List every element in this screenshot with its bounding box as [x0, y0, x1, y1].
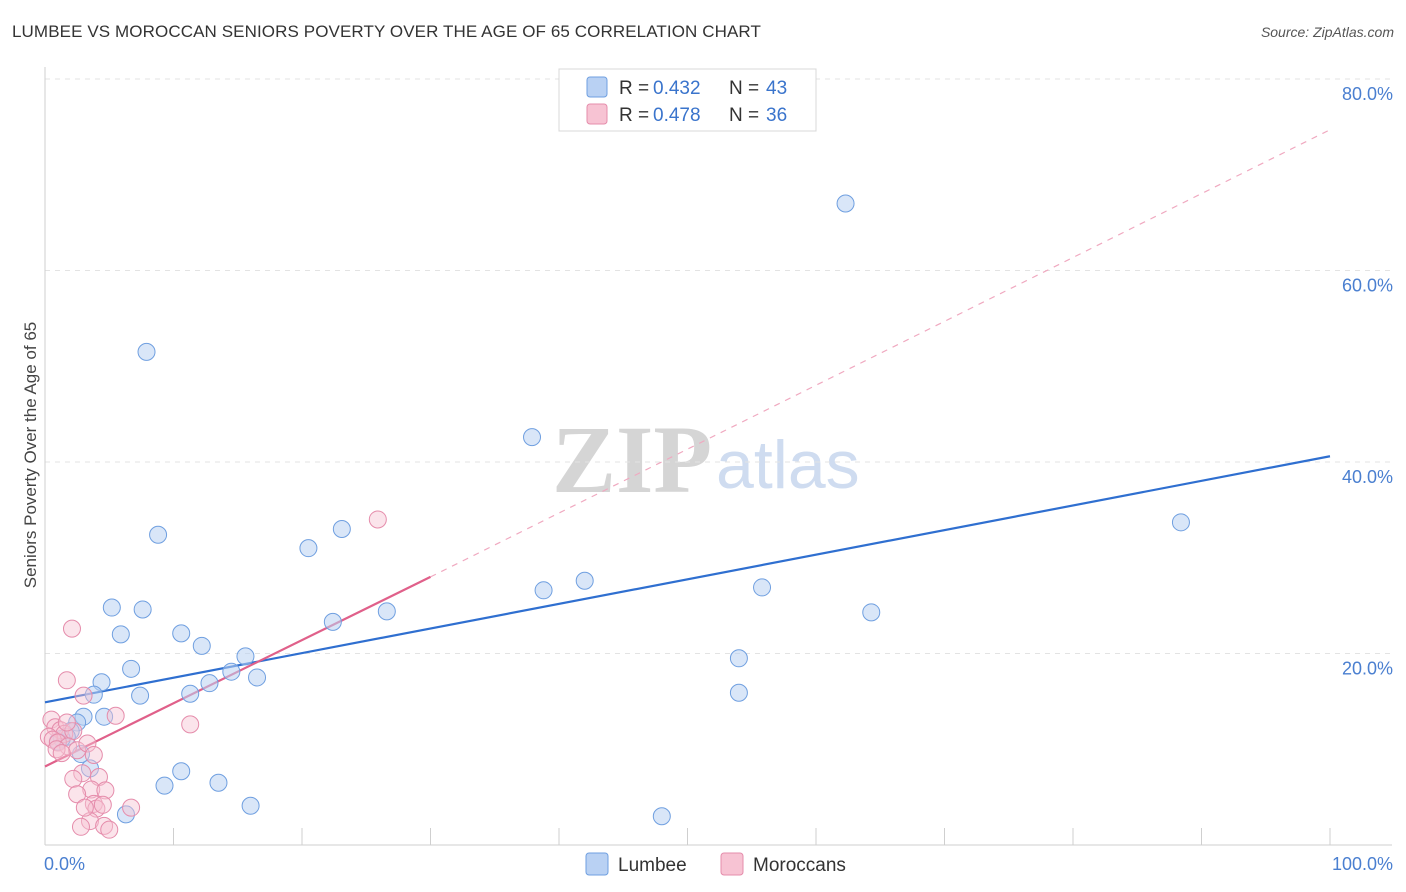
legend-r-value-lumbee: 0.432 [653, 78, 701, 99]
point-lumbee [248, 668, 267, 687]
bottom-legend-label-moroccans: Moroccans [753, 855, 846, 876]
point-lumbee [181, 684, 200, 703]
point-moroccans [100, 820, 119, 839]
point-moroccans [43, 730, 62, 749]
point-lumbee [172, 762, 191, 781]
point-moroccans [48, 733, 67, 752]
x-tick-label-max: 100.0% [1332, 854, 1393, 874]
point-lumbee [523, 428, 542, 447]
point-lumbee [575, 571, 594, 590]
point-lumbee [131, 686, 150, 705]
point-moroccans [57, 713, 76, 732]
point-lumbee [862, 603, 881, 622]
point-lumbee [172, 624, 191, 643]
point-lumbee [729, 649, 748, 668]
point-moroccans [181, 715, 200, 734]
point-moroccans [57, 671, 76, 690]
point-lumbee [200, 674, 219, 693]
chart-title: LUMBEE VS MOROCCAN SENIORS POVERTY OVER … [12, 22, 761, 41]
legend-r-value-moroccans: 0.478 [653, 105, 701, 126]
point-lumbee [102, 598, 121, 617]
point-moroccans [71, 817, 90, 836]
point-lumbee [652, 807, 671, 826]
x-tick-label-min: 0.0% [44, 854, 85, 874]
bottom-legend-swatch-moroccans [720, 852, 744, 876]
point-lumbee [84, 685, 103, 704]
point-lumbee [836, 194, 855, 213]
legend-swatch-lumbee [586, 76, 608, 98]
axes: 80.0% 60.0% 40.0% 20.0% 0.0% 100.0% [44, 67, 1393, 874]
point-moroccans [106, 706, 125, 725]
point-moroccans [75, 798, 94, 817]
point-moroccans [122, 798, 141, 817]
bottom-legend: Lumbee Moroccans [585, 852, 846, 876]
source-label: Source: ZipAtlas.com [1260, 24, 1394, 40]
point-lumbee [323, 612, 342, 631]
point-lumbee [299, 539, 318, 558]
legend-n-label: N = [729, 78, 759, 99]
legend-n-label: N = [729, 105, 759, 126]
legend-box: R = 0.432 N = 43 R = 0.478 N = 36 [558, 68, 817, 132]
legend-swatch-moroccans [586, 103, 608, 125]
legend-r-label: R = [619, 105, 649, 126]
point-moroccans [80, 812, 99, 831]
point-lumbee [729, 683, 748, 702]
point-lumbee [1171, 513, 1190, 532]
bottom-legend-swatch-lumbee [585, 852, 609, 876]
point-lumbee [149, 525, 168, 544]
y-tick-label: 40.0% [1342, 467, 1393, 487]
watermark-zip: ZIP [552, 406, 712, 513]
point-moroccans [84, 794, 103, 813]
point-moroccans [93, 795, 112, 814]
point-lumbee [753, 578, 772, 597]
point-lumbee [236, 647, 255, 666]
point-moroccans [68, 785, 87, 804]
point-lumbee [133, 600, 152, 619]
point-lumbee [209, 773, 228, 792]
point-moroccans [74, 686, 93, 705]
point-moroccans [64, 769, 83, 788]
y-tick-label: 80.0% [1342, 84, 1393, 104]
point-moroccans [78, 734, 97, 753]
point-lumbee [241, 796, 260, 815]
legend-n-value-moroccans: 36 [766, 105, 787, 126]
point-lumbee [377, 602, 396, 621]
watermark-atlas: atlas [716, 427, 860, 503]
point-moroccans [59, 737, 78, 756]
y-axis-title: Seniors Poverty Over the Age of 65 [21, 322, 40, 588]
y-tick-label: 60.0% [1342, 276, 1393, 296]
point-lumbee [332, 520, 351, 539]
point-lumbee [122, 659, 141, 678]
point-moroccans [62, 619, 81, 638]
point-lumbee [192, 636, 211, 655]
legend-n-value-lumbee: 43 [766, 78, 787, 99]
point-lumbee [534, 581, 553, 600]
bottom-legend-label-lumbee: Lumbee [618, 855, 687, 876]
point-moroccans [73, 764, 92, 783]
point-moroccans [368, 510, 387, 529]
point-moroccans [84, 745, 103, 764]
point-lumbee [137, 342, 156, 361]
point-moroccans [96, 781, 115, 800]
gridlines [45, 78, 1392, 654]
point-moroccans [52, 744, 71, 763]
y-tick-label: 20.0% [1342, 659, 1393, 679]
point-moroccans [68, 741, 87, 760]
data-points [39, 194, 1190, 839]
point-moroccans [82, 780, 101, 799]
legend-r-label: R = [619, 78, 649, 99]
point-lumbee [111, 625, 130, 644]
point-lumbee [155, 776, 174, 795]
point-lumbee [222, 662, 241, 681]
